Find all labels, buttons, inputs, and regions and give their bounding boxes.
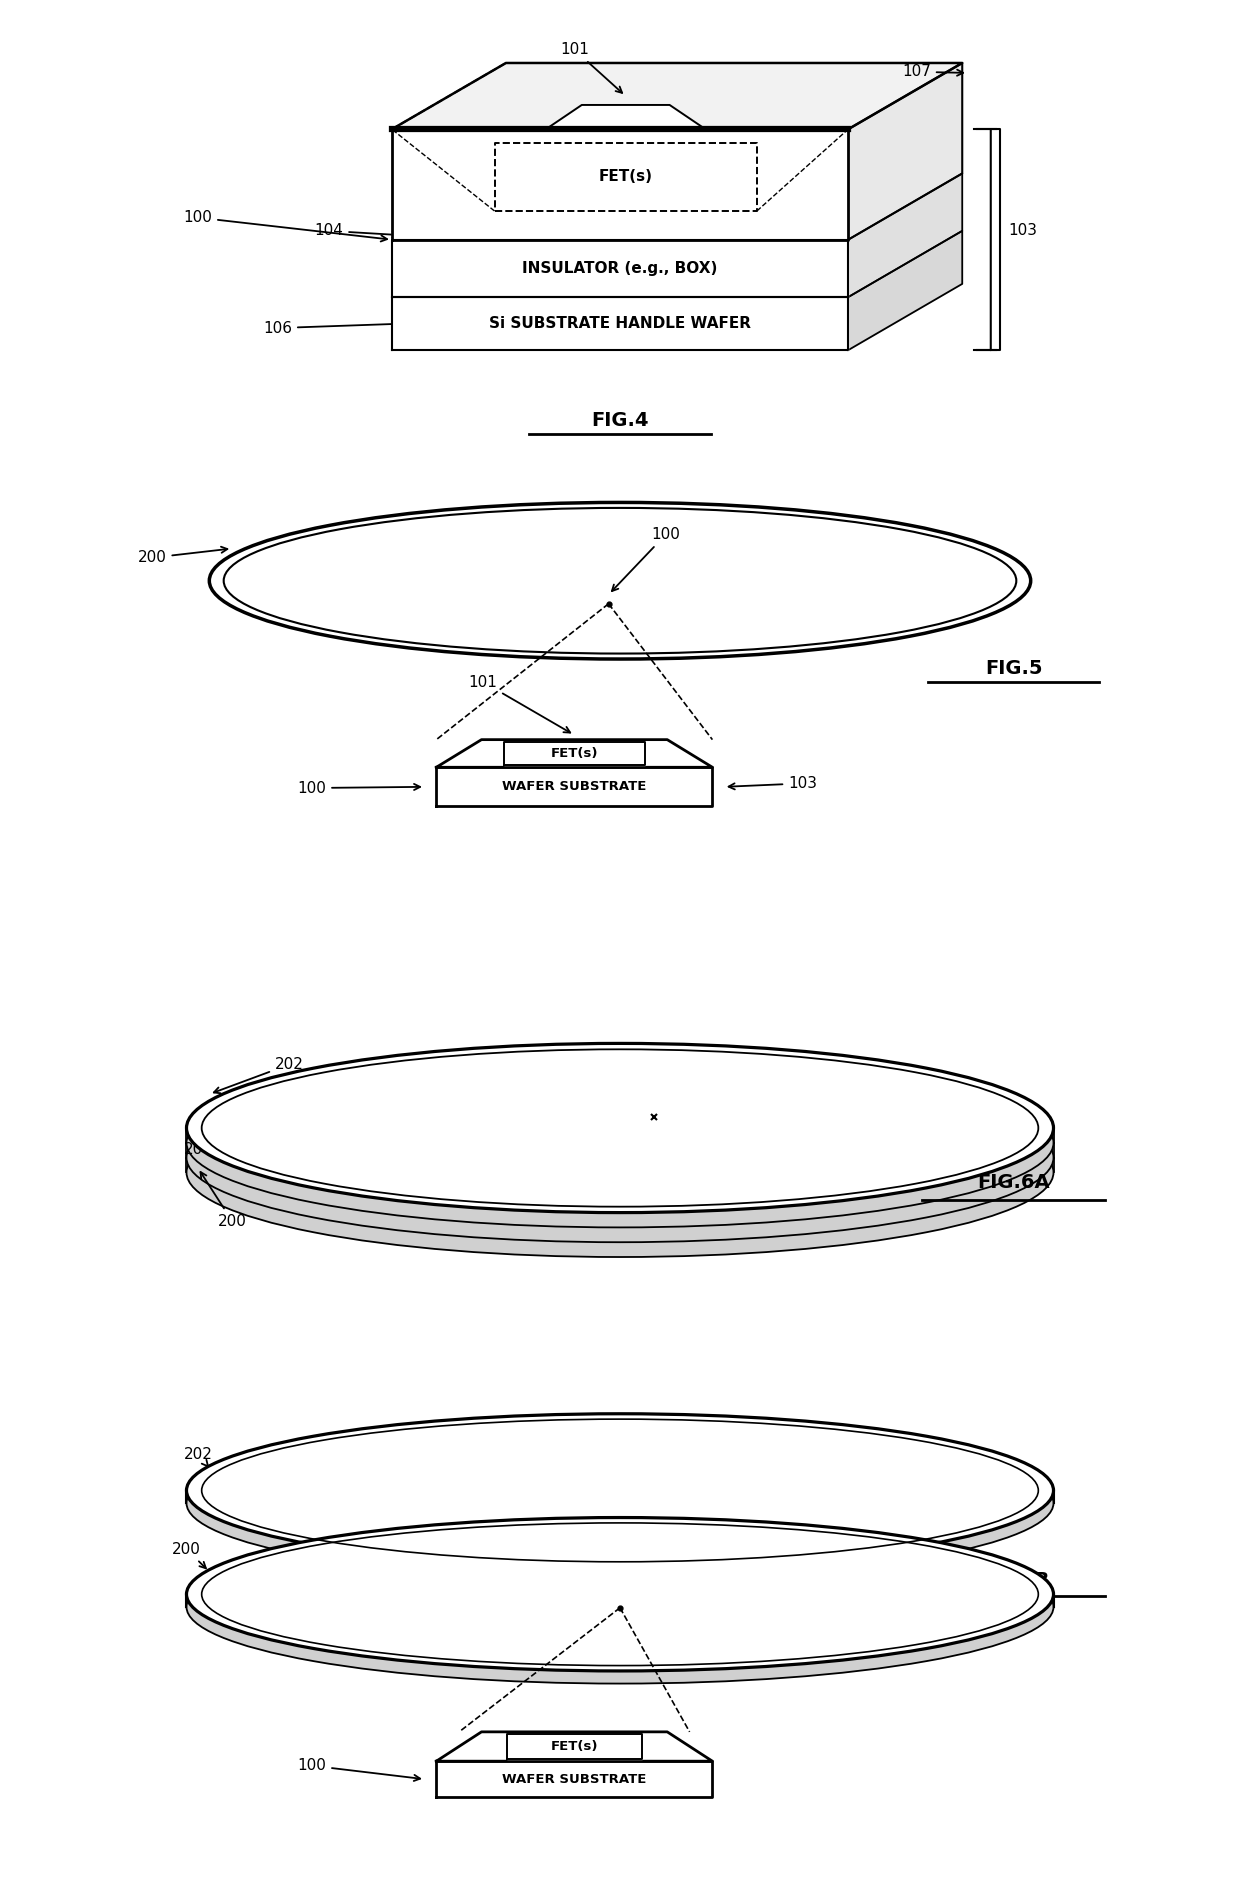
Text: FET(s): FET(s) <box>551 746 598 760</box>
Text: 202: 202 <box>213 1057 304 1094</box>
Text: 106: 106 <box>263 321 398 335</box>
Text: 100: 100 <box>611 526 680 590</box>
Text: 202: 202 <box>184 1448 212 1466</box>
Ellipse shape <box>186 1058 1054 1228</box>
Polygon shape <box>848 173 962 297</box>
Polygon shape <box>505 743 645 765</box>
Polygon shape <box>392 239 848 297</box>
Polygon shape <box>436 1731 713 1762</box>
Ellipse shape <box>186 1414 1054 1568</box>
Ellipse shape <box>186 1517 1054 1671</box>
Polygon shape <box>436 739 713 767</box>
Text: 101: 101 <box>560 41 622 92</box>
Ellipse shape <box>186 1530 1054 1684</box>
Polygon shape <box>436 767 713 807</box>
Text: 100: 100 <box>537 1555 616 1596</box>
Text: WAFER SUBSTRATE: WAFER SUBSTRATE <box>502 1773 646 1786</box>
Polygon shape <box>848 62 962 239</box>
Text: 101: 101 <box>469 675 570 733</box>
Polygon shape <box>392 130 848 239</box>
Text: FIG.6B: FIG.6B <box>977 1572 1050 1590</box>
Text: 100: 100 <box>184 211 387 241</box>
Text: 100: 100 <box>651 1122 680 1149</box>
Text: FIG.4: FIG.4 <box>591 412 649 431</box>
Polygon shape <box>436 1762 713 1797</box>
Text: 107: 107 <box>903 64 963 79</box>
Text: 204: 204 <box>184 1136 212 1156</box>
Text: 104: 104 <box>315 224 398 239</box>
Polygon shape <box>546 105 706 130</box>
Text: FIG.5: FIG.5 <box>985 658 1043 679</box>
Text: Si SUBSTRATE HANDLE WAFER: Si SUBSTRATE HANDLE WAFER <box>489 316 751 331</box>
Text: 200: 200 <box>201 1171 247 1228</box>
Text: 100: 100 <box>298 1758 420 1780</box>
Text: 103: 103 <box>729 776 817 791</box>
Text: WAFER SUBSTRATE: WAFER SUBSTRATE <box>502 780 646 793</box>
Polygon shape <box>392 62 962 130</box>
Ellipse shape <box>186 1073 1054 1243</box>
Polygon shape <box>392 297 848 350</box>
Polygon shape <box>507 1733 642 1760</box>
Text: FIG.6A: FIG.6A <box>977 1173 1050 1192</box>
Ellipse shape <box>186 1427 1054 1579</box>
Text: 103: 103 <box>1008 224 1037 239</box>
Ellipse shape <box>186 1043 1054 1213</box>
Ellipse shape <box>186 1089 1054 1258</box>
Text: 100: 100 <box>298 780 420 795</box>
Ellipse shape <box>210 502 1030 660</box>
Text: INSULATOR (e.g., BOX): INSULATOR (e.g., BOX) <box>522 261 718 276</box>
Text: 200: 200 <box>172 1542 206 1568</box>
Text: 200: 200 <box>138 547 227 566</box>
Text: FET(s): FET(s) <box>551 1741 598 1752</box>
Text: FET(s): FET(s) <box>599 169 652 184</box>
Polygon shape <box>848 231 962 350</box>
